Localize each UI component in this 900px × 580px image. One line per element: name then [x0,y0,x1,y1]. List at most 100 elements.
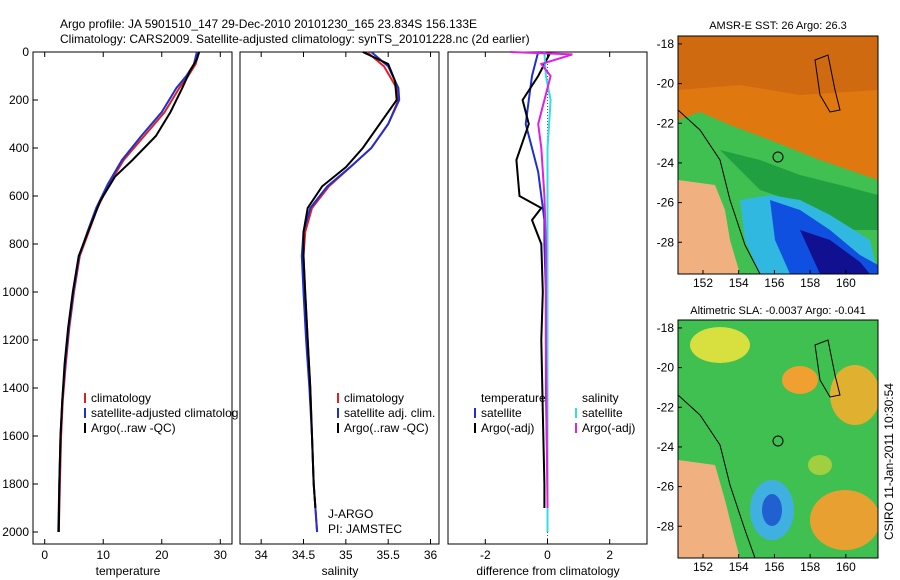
temperature-x-label: temperature [96,564,161,578]
map-x-tick-label-3: 158 [800,276,820,290]
sla-reef-contour [814,339,841,398]
sla-orange-blob-2 [830,365,878,425]
sla-orange-blob-3 [810,490,878,550]
map-x-tick-label-1: 154 [729,276,749,290]
x-tick-label-0: 0 [41,548,48,562]
x-tick-label-0: 34 [254,548,268,562]
map-y-tick-label-4: -26 [657,480,675,494]
series-line-3 [510,51,573,509]
sst-warmer-band [678,36,878,95]
depth-tick-label-3: 600 [9,189,29,203]
difference-x-axis: -2 0 2 [480,52,613,562]
series-line-2 [57,51,201,533]
series-line-2 [302,51,398,509]
difference-legend: temperaturesatelliteArgo(-adj)salinitysa… [474,391,635,435]
legend-label-0: climatology [91,391,151,405]
difference-series [510,51,573,532]
map-y-tick-label-2: -22 [657,116,675,130]
map-x-tick-label-3: 158 [800,560,820,574]
map-x-tick-label-0: 152 [693,560,713,574]
sst-map-image [678,36,878,274]
sla-map-title: Altimetric SLA: -0.0037 Argo: -0.041 [690,305,865,317]
sst-reef-contour [814,54,841,113]
map-y-tick-label-5: -28 [657,519,675,533]
x-tick-label-3: 35.5 [377,548,401,562]
sst-navy-region [800,230,870,274]
sla-map-image [678,320,878,558]
map-x-tick-label-1: 154 [729,560,749,574]
sla-land-mass [678,460,740,558]
depth-axis: 0 200 400 600 800 1000 1200 1400 1600 1800 2000 [2,45,38,539]
figure-title-line-1: Argo profile: JA 5901510_147 29-Dec-2010… [60,17,477,31]
x-tick-label-1: 10 [97,548,111,562]
map-y-tick-label-4: -26 [657,196,675,210]
series-line-1 [515,51,552,508]
map-y-tick-label-5: -28 [657,235,675,249]
pi-annotation: PI: JAMSTEC [328,522,402,536]
sla-coastline [678,394,756,558]
sla-map-frame [677,319,879,559]
temperature-panel: 0 200 400 600 800 1000 1200 1400 1600 1800 2000 0 1… [2,45,238,578]
depth-tick-label-2: 400 [9,141,29,155]
map-y-tick-label-0: -18 [657,321,675,335]
salinity-axes-frame [239,51,440,545]
x-tick-label-1: 0 [544,548,551,562]
map-x-tick-label-4: 160 [836,276,856,290]
x-tick-label-3: 30 [214,548,228,562]
depth-tick-label-8: 1600 [2,429,29,443]
legend-label-sal-1: satellite [582,406,623,420]
legend-label-sal-0: salinity [582,391,619,405]
sst-coastline [678,109,761,274]
x-tick-label-0: -2 [480,548,491,562]
map-x-tick-label-0: 152 [693,276,713,290]
map-y-tick-label-2: -22 [657,400,675,414]
sst-map-panel: AMSR-E SST: 26 Argo: 26.3 152 154 156 158 16… [657,20,879,290]
sla-yellow-blob-1 [690,327,750,363]
sla-argo-location-marker [772,435,784,447]
temperature-series [57,51,201,533]
x-tick-label-2: 20 [155,548,169,562]
sst-darkgreen-region [720,150,878,230]
map-y-tick-label-0: -18 [657,37,675,51]
map-y-tick-label-3: -24 [657,156,675,170]
map-x-tick-label-2: 156 [764,560,784,574]
x-tick-label-4: 36 [424,548,438,562]
sst-map-title: AMSR-E SST: 26 Argo: 26.3 [709,20,847,32]
map-x-tick-label-4: 160 [836,560,856,574]
depth-tick-label-6: 1200 [2,333,29,347]
figure-title-line-2: Climatology: CARS2009. Satellite-adjuste… [60,32,530,46]
depth-tick-label-9: 1800 [2,477,29,491]
legend-label-sal-2: Argo(-adj) [582,421,635,435]
sst-argo-location-marker [772,151,784,163]
map-y-tick-label-1: -20 [657,77,675,91]
depth-tick-label-5: 1000 [2,285,29,299]
sst-land-mass [678,180,740,274]
sla-yellowgreen-blob [808,455,832,475]
depth-tick-label-4: 800 [9,237,29,251]
x-tick-label-2: 35 [339,548,353,562]
difference-panel: -2 0 2 temperaturesatelliteArgo(-adj)salin… [447,51,648,578]
csiro-timestamp-label: CSIRO 11-Jan-2011 10:30:54 [882,383,896,540]
sla-map-panel: Altimetric SLA: -0.0037 Argo: -0.041 152… [657,305,879,574]
map-y-tick-label-1: -20 [657,361,675,375]
legend-label-1: satellite-adjusted climatolog [91,406,238,420]
sla-blue-blob [762,494,782,526]
difference-x-label: difference from climatology [476,564,619,578]
x-tick-label-1: 34.5 [292,548,316,562]
depth-tick-label-1: 200 [9,93,29,107]
program-annotation: J-ARGO [328,507,373,521]
legend-label-2: Argo(..raw -QC) [344,421,429,435]
sst-map-frame [677,35,879,275]
legend-label-0: temperature [481,391,546,405]
depth-tick-label-10: 2000 [2,525,29,539]
depth-tick-label-7: 1400 [2,381,29,395]
sst-map-axes: 152 154 156 158 160 -18 -20 -22 -24 -26 -28 [657,37,857,290]
temperature-x-axis: 0 10 20 30 [41,52,227,562]
legend-label-2: Argo(..raw -QC) [91,421,176,435]
map-x-tick-label-2: 156 [764,276,784,290]
legend-label-0: climatology [344,391,404,405]
